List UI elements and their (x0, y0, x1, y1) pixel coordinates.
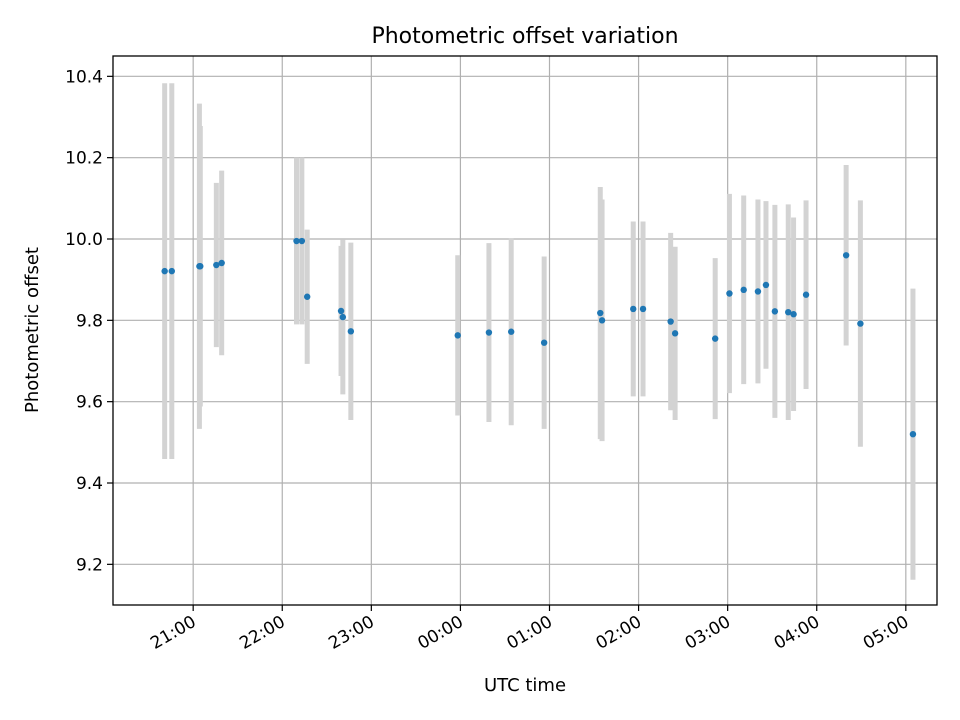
data-point (639, 305, 647, 313)
data-point (785, 309, 792, 316)
data-point (168, 267, 175, 275)
data-point (218, 259, 225, 267)
y-axis-label: Photometric offset (22, 247, 43, 413)
data-point (293, 237, 300, 245)
data-point (754, 288, 762, 295)
data-point (740, 286, 747, 294)
y-tick-label: 9.2 (76, 555, 103, 575)
x-axis-label: UTC time (484, 675, 566, 696)
data-point (347, 328, 355, 335)
data-point (597, 309, 604, 317)
data-point (339, 313, 347, 321)
data-point (454, 332, 461, 339)
data-point (909, 431, 917, 438)
data-point (213, 261, 220, 269)
y-tick-label: 9.8 (76, 311, 103, 331)
data-point (802, 291, 810, 298)
data-point (667, 318, 674, 325)
data-point (598, 317, 606, 324)
data-point (726, 290, 733, 297)
y-tick-label: 10.0 (65, 230, 103, 250)
data-point (540, 339, 548, 346)
data-point (771, 308, 779, 315)
y-tick-label: 9.4 (76, 474, 103, 494)
data-point (842, 252, 850, 259)
data-point (298, 237, 306, 245)
data-point (857, 320, 864, 327)
plot-frame (112, 55, 938, 606)
chart-title: Photometric offset variation (371, 24, 678, 49)
y-tick-label: 9.6 (76, 393, 103, 413)
y-axis-ticks: 9.2 9.4 9.6 9.8 10.0 10.2 10.4 (65, 67, 113, 575)
data-point (337, 307, 345, 315)
data-point (671, 330, 679, 337)
data-point (711, 335, 719, 342)
y-tick-label: 10.4 (65, 67, 103, 87)
data-point (161, 267, 168, 275)
y-tick-label: 10.2 (65, 149, 103, 169)
data-points (161, 237, 917, 438)
grid-lines (113, 56, 937, 605)
data-point (197, 263, 204, 270)
data-point (303, 293, 311, 300)
data-point (485, 329, 493, 336)
data-point (507, 328, 515, 335)
data-point (762, 281, 770, 289)
data-point (630, 305, 637, 313)
data-point (790, 311, 797, 318)
